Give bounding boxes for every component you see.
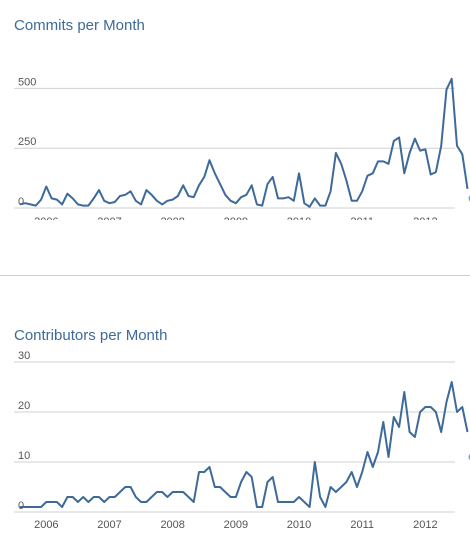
x-tick-label: 2010 (287, 216, 311, 220)
x-tick-label: 2009 (224, 216, 248, 220)
x-tick-label: 2008 (160, 216, 184, 220)
x-tick-label: 2007 (97, 519, 121, 530)
chart-title-commits: Commits per Month (14, 17, 145, 34)
x-tick-label: 2012 (413, 216, 437, 220)
x-tick-label: 2009 (224, 519, 248, 530)
section-divider (0, 275, 470, 276)
x-tick-label: 2006 (34, 519, 58, 530)
x-tick-label: 2012 (413, 519, 437, 530)
commits-chart: 0 250 500 2006 2007 2008 2009 2010 2011 2012 (14, 76, 470, 220)
y-tick-label: 10 (18, 450, 30, 462)
x-tick-label: 2007 (97, 216, 121, 220)
chart-title-contributors: Contributors per Month (14, 327, 168, 344)
x-tick-label: 2006 (34, 216, 58, 220)
y-tick-label: 20 (18, 400, 30, 412)
series-line (20, 381, 469, 508)
x-tick-label: 2011 (350, 519, 374, 530)
y-tick-label: 250 (18, 136, 36, 148)
x-tick-label: 2010 (287, 519, 311, 530)
y-tick-label: 30 (18, 350, 30, 362)
x-tick-label: 2008 (160, 519, 184, 530)
y-tick-label: 0 (18, 196, 24, 208)
series-line (19, 77, 469, 208)
x-tick-label: 2011 (350, 216, 374, 220)
y-tick-label: 500 (18, 76, 36, 88)
